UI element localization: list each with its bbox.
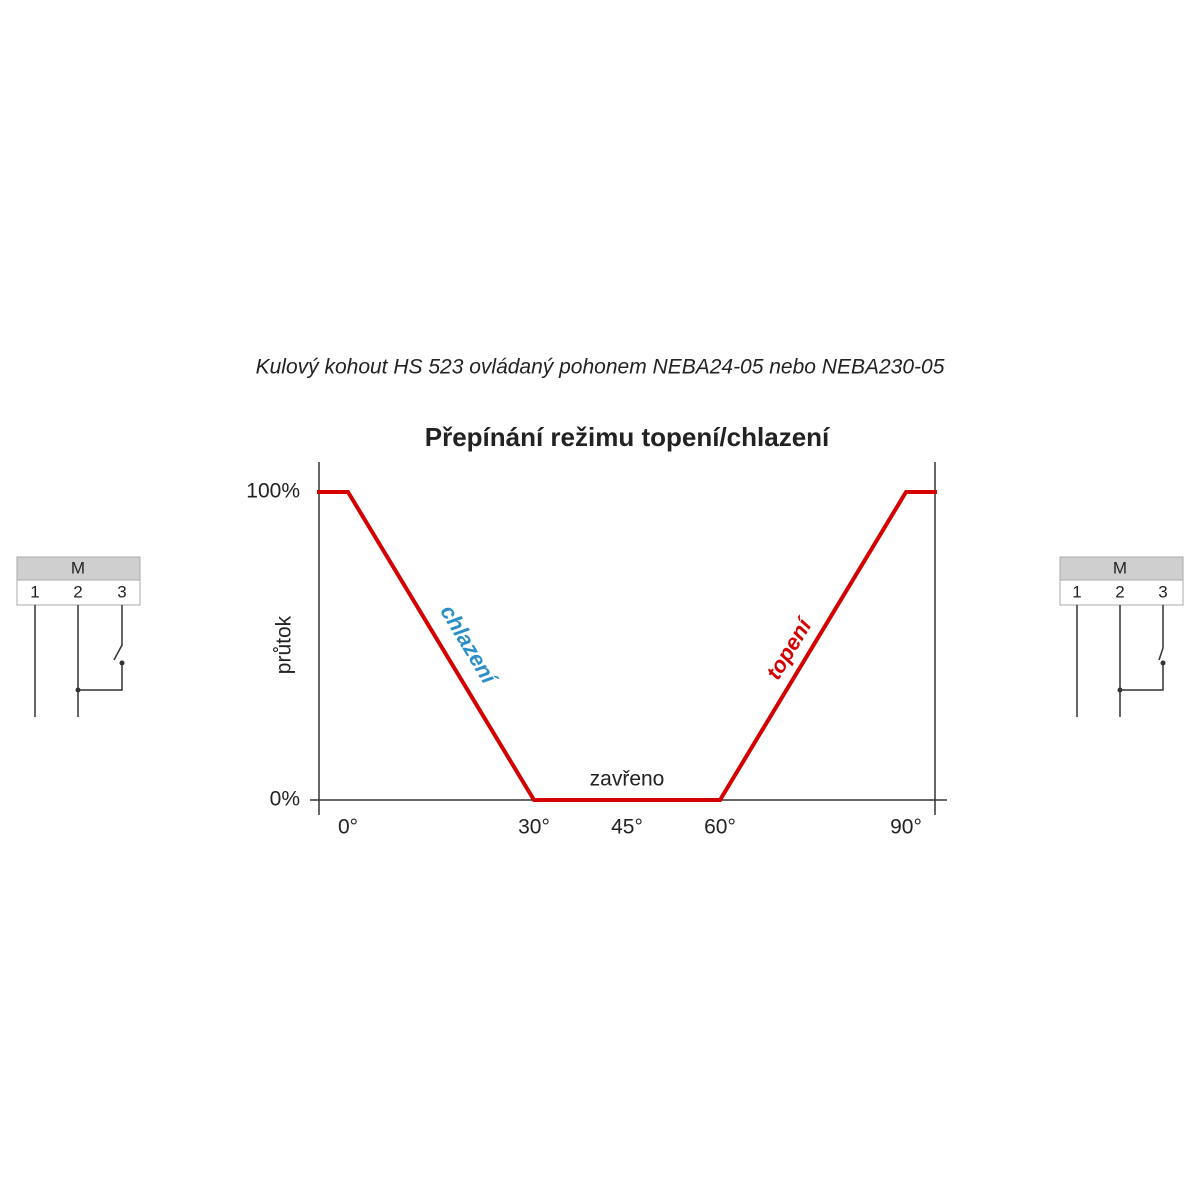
terminal-label: 1 [30, 582, 39, 601]
wires [1076, 605, 1164, 717]
wiring-diagram: M 1 2 3 [16, 556, 141, 717]
x-tick-label: 30° [518, 816, 550, 839]
annotation: topení [761, 612, 818, 684]
y-tick-label: 0% [270, 788, 300, 811]
junction [1117, 687, 1123, 693]
data-line [317, 490, 937, 802]
x-tick-label: 60° [704, 816, 736, 839]
x-tick-label: 45° [611, 816, 643, 839]
contact [119, 660, 125, 666]
x-tick-label: 90° [890, 816, 922, 839]
wires [34, 605, 123, 717]
wiring-diagram: M 1 2 3 [1059, 556, 1184, 717]
annotation: zavřeno [590, 768, 665, 791]
chart-subtitle: Kulový kohout HS 523 ovládaný pohonem NE… [256, 356, 945, 379]
chart-title: Přepínání režimu topení/chlazení [425, 422, 830, 452]
y-axis-label: průtok [273, 615, 296, 674]
x-tick-label: 0° [338, 816, 358, 839]
terminal-label: 1 [1072, 582, 1081, 601]
annotation: chlazení [435, 600, 503, 690]
contact [1160, 660, 1166, 666]
terminal-label: 3 [117, 582, 126, 601]
y-tick-label: 100% [246, 480, 300, 503]
terminal-label: 2 [1115, 582, 1124, 601]
junction [75, 687, 81, 693]
diagram-header: M [71, 558, 85, 577]
terminal-label: 2 [73, 582, 82, 601]
diagram-terminal-box [1059, 579, 1184, 606]
diagram-header: M [1113, 558, 1127, 577]
terminal-label: 3 [1158, 582, 1167, 601]
